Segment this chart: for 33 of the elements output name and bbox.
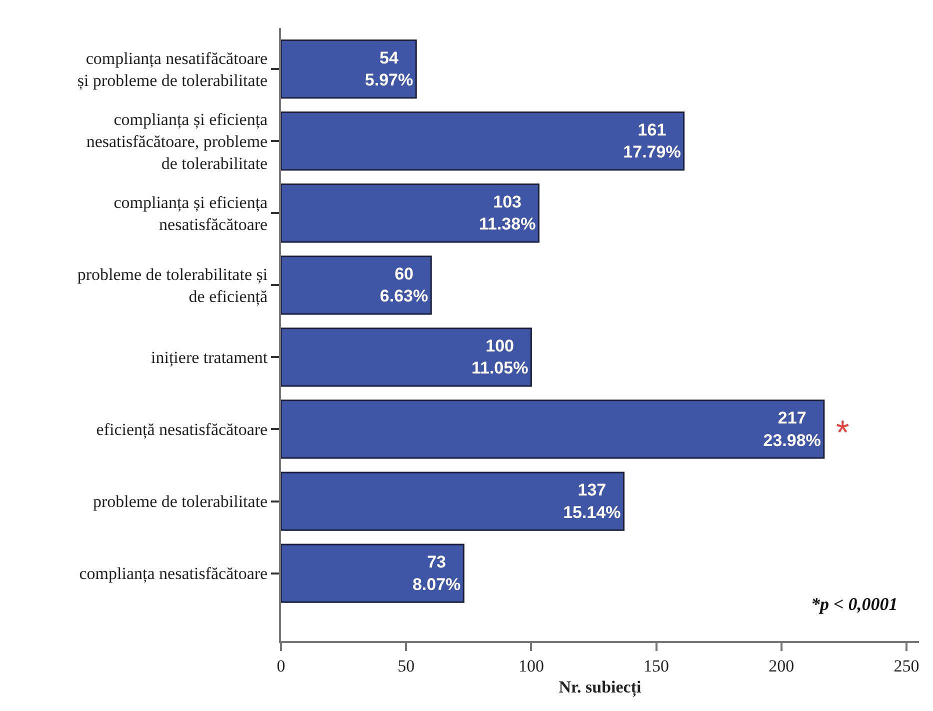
data-label: 73 8.07%	[412, 552, 461, 594]
y-tick-label: complianța și eficiența nesatisfăcătoare, probleme de tolerabilitate	[86, 110, 268, 174]
y-tick-label: probleme de tolerabilitate	[92, 492, 268, 512]
bar	[281, 400, 825, 459]
x-tick-label: 200	[768, 656, 794, 676]
bar	[281, 40, 417, 99]
y-tick-label: complianța nesatisfăcătoare	[79, 564, 268, 584]
x-tick-label: 50	[398, 656, 415, 676]
bar	[281, 256, 432, 315]
bar	[281, 472, 625, 531]
x-tick-label: 100	[518, 656, 544, 676]
annotation: *p < 0,0001	[811, 594, 898, 614]
x-tick-label: 150	[644, 656, 670, 676]
y-tick-label: complianța și eficiența nesatisfăcătoare	[114, 193, 268, 234]
data-label: 217 23.98%	[763, 408, 821, 450]
data-label: 137 15.14%	[563, 480, 621, 522]
bar	[281, 544, 464, 603]
bar	[281, 328, 532, 387]
data-label: 54 5.97%	[364, 48, 414, 90]
x-tick-label: 250	[894, 656, 920, 676]
x-axis-title: Nr. subiecți	[558, 677, 642, 698]
x-tick-label: 0	[276, 656, 286, 676]
y-tick-label: eficiență nesatisfăcătoare	[96, 420, 268, 440]
y-tick-label: complianța nesatifăcătoare și probleme de tolerabilitate	[77, 48, 268, 90]
data-label: 161 17.79%	[623, 120, 681, 162]
bar	[281, 184, 540, 243]
data-label: 100 11.05%	[471, 336, 528, 378]
y-tick-label: probleme de tolerabilitate și de eficiență	[77, 265, 268, 306]
y-tick-label: inițiere tratament	[151, 348, 268, 368]
annotation: *	[836, 414, 850, 452]
data-label: 60 6.63%	[380, 264, 428, 306]
data-label: 103 11.38%	[478, 192, 536, 234]
bar	[281, 112, 685, 171]
